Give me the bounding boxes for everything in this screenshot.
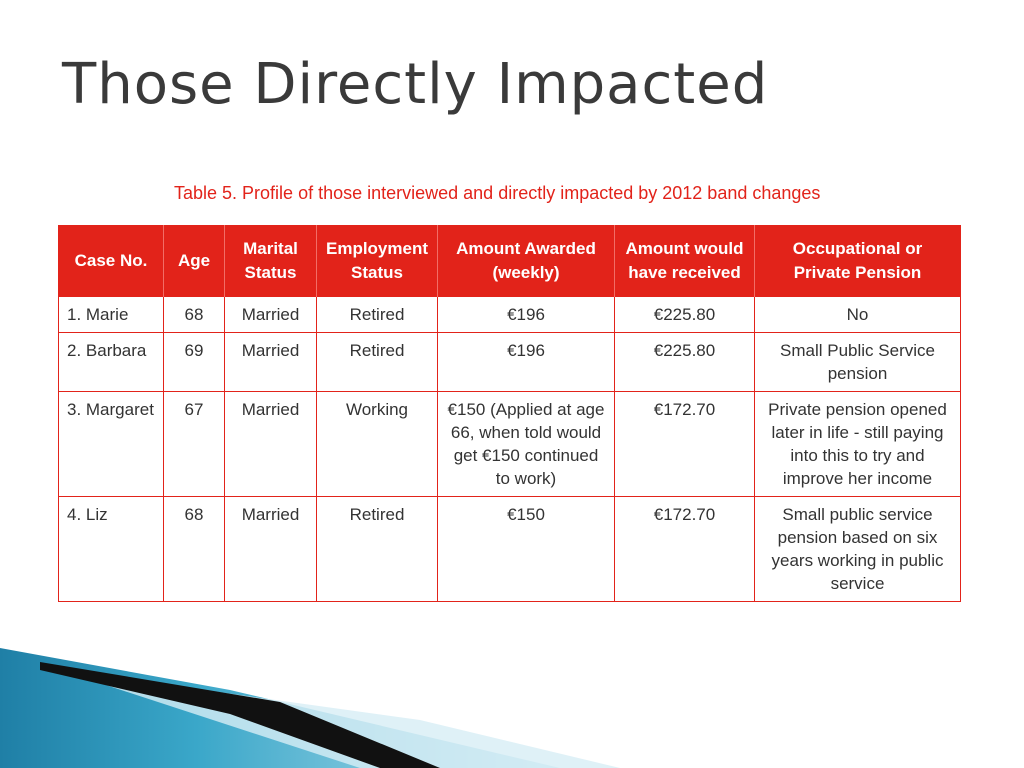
cell-pension: No bbox=[754, 296, 961, 333]
cell-marital: Married bbox=[224, 496, 317, 602]
cell-pension: Small public service pension based on six… bbox=[754, 496, 961, 602]
cell-age: 67 bbox=[163, 391, 225, 497]
cell-marital: Married bbox=[224, 332, 317, 392]
table-header-row: Case No. Age Marital Status Employment Sta… bbox=[58, 225, 961, 297]
cell-age: 69 bbox=[163, 332, 225, 392]
cell-would-have: €225.80 bbox=[614, 296, 755, 333]
header-age: Age bbox=[163, 225, 225, 297]
profile-table: Case No. Age Marital Status Employment Sta… bbox=[58, 225, 961, 602]
table-row: 1. Marie 68 Married Retired €196 €225.80… bbox=[58, 296, 961, 333]
cell-case: 2. Barbara bbox=[58, 332, 164, 392]
header-amount-awarded: Amount Awarded (weekly) bbox=[437, 225, 615, 297]
header-pension: Occupational or Private Pension bbox=[754, 225, 961, 297]
cell-employment: Retired bbox=[316, 332, 438, 392]
cell-awarded: €196 bbox=[437, 296, 615, 333]
header-case-no: Case No. bbox=[58, 225, 164, 297]
table-row: 4. Liz 68 Married Retired €150 €172.70 S… bbox=[58, 496, 961, 602]
cell-marital: Married bbox=[224, 296, 317, 333]
cell-age: 68 bbox=[163, 296, 225, 333]
cell-pension: Private pension opened later in life - st… bbox=[754, 391, 961, 497]
slide-title: Those Directly Impacted bbox=[62, 52, 769, 117]
cell-marital: Married bbox=[224, 391, 317, 497]
cell-case: 1. Marie bbox=[58, 296, 164, 333]
table-row: 2. Barbara 69 Married Retired €196 €225.… bbox=[58, 332, 961, 392]
cell-would-have: €172.70 bbox=[614, 391, 755, 497]
cell-would-have: €172.70 bbox=[614, 496, 755, 602]
header-amount-would-have-received: Amount would have received bbox=[614, 225, 755, 297]
cell-awarded: €150 (Applied at age 66, when told would g… bbox=[437, 391, 615, 497]
table-row: 3. Margaret 67 Married Working €150 (App… bbox=[58, 391, 961, 497]
dark-swoosh-shape bbox=[40, 662, 440, 768]
cell-case: 4. Liz bbox=[58, 496, 164, 602]
cell-employment: Working bbox=[316, 391, 438, 497]
table-caption: Table 5. Profile of those interviewed an… bbox=[174, 183, 821, 203]
header-employment-status: Employment Status bbox=[316, 225, 438, 297]
cell-employment: Retired bbox=[316, 496, 438, 602]
header-marital-status: Marital Status bbox=[224, 225, 317, 297]
cell-would-have: €225.80 bbox=[614, 332, 755, 392]
cell-awarded: €196 bbox=[437, 332, 615, 392]
cell-awarded: €150 bbox=[437, 496, 615, 602]
cell-age: 68 bbox=[163, 496, 225, 602]
cell-case: 3. Margaret bbox=[58, 391, 164, 497]
corner-decoration bbox=[0, 648, 620, 768]
cell-pension: Small Public Service pension bbox=[754, 332, 961, 392]
cell-employment: Retired bbox=[316, 296, 438, 333]
